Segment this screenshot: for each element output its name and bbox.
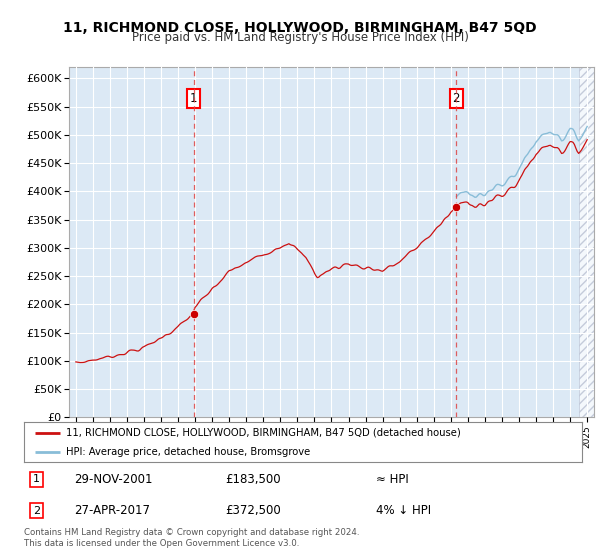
Text: 2: 2 <box>452 92 460 105</box>
Text: 2: 2 <box>33 506 40 516</box>
Text: 1: 1 <box>190 92 197 105</box>
Text: 27-APR-2017: 27-APR-2017 <box>74 504 150 517</box>
Text: Contains HM Land Registry data © Crown copyright and database right 2024.
This d: Contains HM Land Registry data © Crown c… <box>24 528 359 548</box>
Text: 4% ↓ HPI: 4% ↓ HPI <box>376 504 431 517</box>
Text: 11, RICHMOND CLOSE, HOLLYWOOD, BIRMINGHAM, B47 5QD (detached house): 11, RICHMOND CLOSE, HOLLYWOOD, BIRMINGHA… <box>66 428 461 438</box>
Text: £372,500: £372,500 <box>225 504 281 517</box>
Text: 1: 1 <box>33 474 40 484</box>
Text: ≈ HPI: ≈ HPI <box>376 473 408 486</box>
Text: £183,500: £183,500 <box>225 473 281 486</box>
Text: HPI: Average price, detached house, Bromsgrove: HPI: Average price, detached house, Brom… <box>66 447 310 457</box>
Text: Price paid vs. HM Land Registry's House Price Index (HPI): Price paid vs. HM Land Registry's House … <box>131 31 469 44</box>
Text: 11, RICHMOND CLOSE, HOLLYWOOD, BIRMINGHAM, B47 5QD: 11, RICHMOND CLOSE, HOLLYWOOD, BIRMINGHA… <box>63 21 537 35</box>
Text: 29-NOV-2001: 29-NOV-2001 <box>74 473 153 486</box>
